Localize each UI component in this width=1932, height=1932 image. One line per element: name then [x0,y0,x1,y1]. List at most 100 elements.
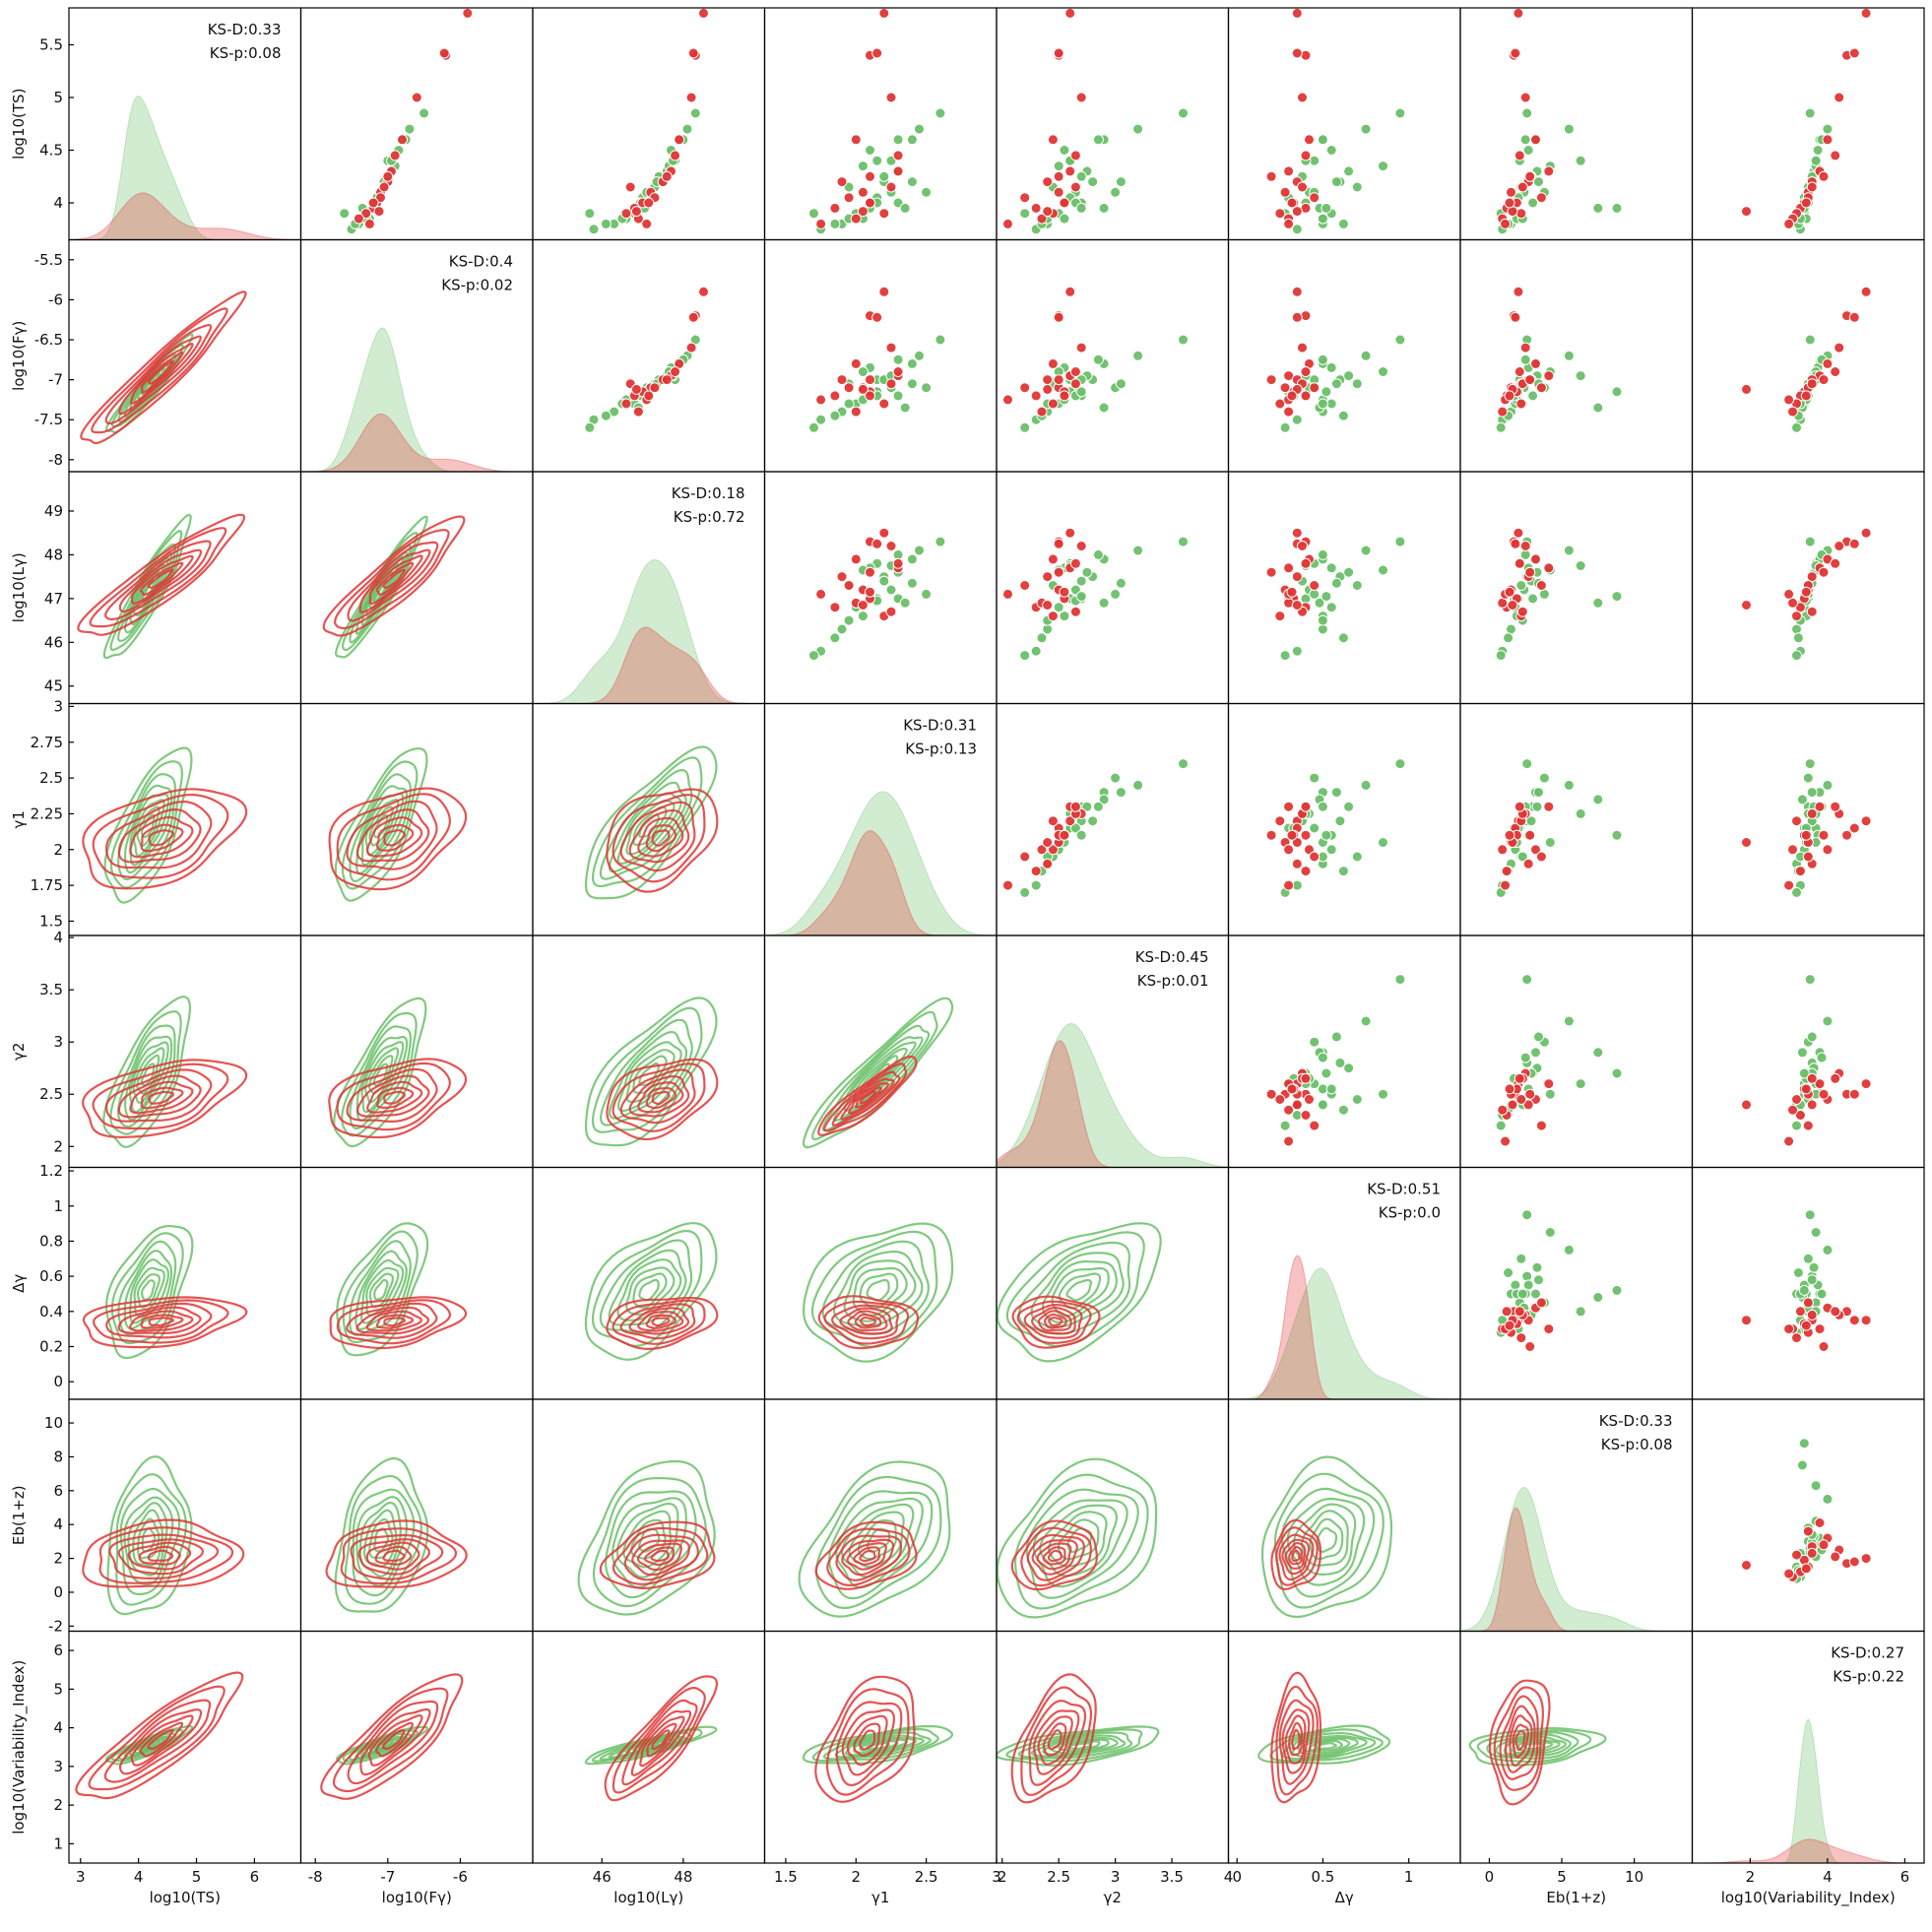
point-1-10 [1515,398,1527,410]
point-0-3 [1360,545,1372,556]
point-1-14 [363,218,375,229]
point-1-13 [885,378,897,390]
point-1-17 [1069,366,1081,377]
point-0-13 [1515,580,1527,591]
point-1-11 [1283,406,1295,418]
point-0-6 [906,357,918,369]
contour-1-6 [599,1520,716,1590]
contour-0-6 [591,1006,703,1133]
y-axis-label: log10(TS) [10,89,28,160]
cell-4-1 [328,997,468,1148]
point-1-3 [885,92,897,103]
cell-frame [68,702,302,936]
point-1-15 [1265,566,1277,578]
contour-1-5 [89,527,227,628]
contour-0-5 [117,772,177,881]
contour-0-7 [334,1456,429,1613]
cell-frame [1459,702,1694,936]
cell-frame [68,1166,302,1400]
ks-d-label: KS-D:0.4 [449,253,513,271]
point-0-9 [1521,974,1533,986]
point-1-0 [1860,286,1872,297]
ks-d-label: KS-D:0.27 [1831,1644,1904,1662]
point-1-12 [375,192,386,204]
point-1-4 [1822,357,1834,369]
point-1-13 [1806,1309,1818,1320]
contour-1-3 [1033,1709,1080,1775]
y-tick-label: 0.4 [39,1303,63,1320]
point-1-16 [1507,600,1518,611]
point-0-14 [1592,1047,1604,1059]
point-1-6 [1522,858,1534,869]
x-tick-label: 4 [1224,1868,1234,1886]
point-0-5 [1325,844,1337,856]
ks-d-label: KS-D:0.18 [672,484,745,502]
point-1-2 [1053,47,1064,59]
contour-1-0 [147,359,175,385]
y-tick-label: 2.25 [31,805,63,822]
point-1-17 [1069,557,1081,569]
point-0-11 [1343,1063,1355,1074]
x-tick-label: 3.5 [1160,1868,1184,1886]
point-1-3 [1075,541,1087,551]
point-1-2 [1848,47,1860,59]
y-tick-label: 2 [53,1137,63,1155]
ks-p-label: KS-p:0.02 [441,277,513,294]
point-0-5 [1510,1279,1521,1291]
contour-1-6 [1010,1673,1097,1804]
point-1-14 [1283,1135,1295,1147]
contour-1-0 [650,1550,670,1563]
x-tick-label: 0 [1232,1868,1242,1886]
point-1-17 [1830,557,1841,569]
x-axis-label: γ1 [871,1889,889,1906]
y-tick-label: 1.5 [39,912,63,930]
density-1-7 [1692,1838,1924,1863]
cell-frame [763,238,998,473]
point-1-10 [1791,1094,1802,1105]
point-1-14 [641,218,653,229]
density-1-2 [533,626,765,704]
contour-1-3 [628,1307,690,1335]
y-axis-label: γ1 [10,810,28,828]
point-1-17 [892,557,904,569]
point-0-26 [1798,1438,1810,1449]
contour-1-6 [322,515,466,637]
contour-1-4 [1023,1303,1083,1339]
point-1-17 [1830,1072,1841,1084]
point-0-3 [1822,779,1834,791]
contour-1-5 [98,1526,234,1584]
point-0-7 [1291,645,1303,657]
point-0-9 [1394,107,1406,119]
point-1-3 [1519,541,1531,551]
contour-1-5 [336,1299,452,1345]
contour-1-4 [346,1067,438,1123]
contour-1-0 [1291,1728,1301,1751]
point-1-15 [1053,566,1064,578]
x-tick-label: -6 [453,1868,468,1886]
point-1-9 [1300,390,1312,402]
contour-1-2 [129,815,194,859]
point-1-5 [1543,562,1555,574]
point-1-4 [1304,1094,1315,1105]
contour-1-0 [383,829,406,847]
point-1-3 [685,342,697,354]
point-1-16 [857,600,869,611]
point-0-16 [1075,575,1087,587]
point-0-18 [1544,1088,1556,1100]
point-0-20 [808,208,819,220]
contour-1-3 [628,808,690,864]
point-1-9 [1030,390,1042,402]
contour-0-6 [814,1475,942,1610]
point-1-17 [1830,801,1841,812]
contour-0-4 [1032,1499,1128,1588]
point-1-3 [1297,92,1308,103]
contour-0-7 [577,1459,716,1616]
point-1-16 [1741,1099,1752,1111]
cell-6-3 [798,1460,951,1618]
point-0-26 [1075,202,1087,214]
point-0-21 [1092,801,1104,812]
point-0-13 [1351,580,1363,591]
point-1-0 [1291,8,1303,19]
contour-1-2 [129,1310,194,1332]
point-1-16 [1741,1560,1752,1571]
